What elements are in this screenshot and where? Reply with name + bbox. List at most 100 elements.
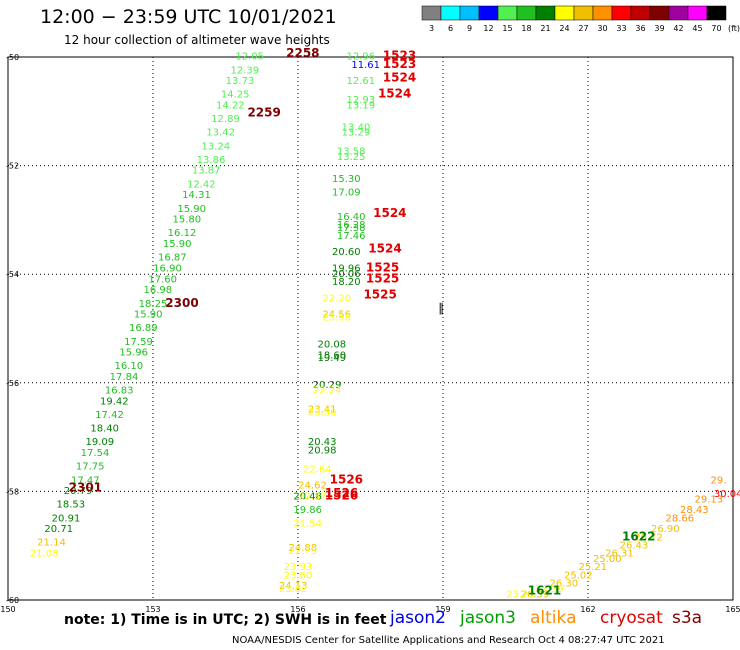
time-label: 1525 (363, 288, 396, 302)
data-point: 18.60 (318, 350, 347, 361)
y-tick-label: -54 (6, 270, 19, 279)
data-point: 23.82 (279, 584, 308, 595)
data-point: 25.00 (593, 554, 622, 565)
footer-note: note: 1) Time is in UTC; 2) SWH is in fe… (64, 612, 387, 628)
time-label: 2301 (69, 480, 102, 494)
data-point: 12.89 (211, 114, 240, 125)
data-point: 17.75 (76, 462, 105, 473)
data-point: 23.39 (535, 584, 564, 595)
track-marker: ∥ (438, 301, 444, 315)
data-point: 23.41 (308, 405, 337, 416)
colorbar-swatch (459, 5, 480, 21)
colorbar-label: 18 (521, 24, 531, 33)
data-point: 20.71 (44, 524, 73, 535)
time-label: 1526 (325, 486, 358, 500)
data-point: 17.38 (337, 223, 366, 234)
data-point: 13.40 (342, 122, 371, 133)
data-point: 17.84 (110, 372, 139, 383)
colorbar-label: 24 (559, 24, 569, 33)
data-point: 25.21 (579, 562, 608, 573)
x-tick-label: 165 (725, 605, 740, 614)
data-point: 18.53 (57, 500, 86, 511)
data-point: 30.04 (714, 489, 740, 500)
data-point: 20.98 (308, 445, 337, 456)
colorbar-swatch (516, 5, 537, 21)
data-point: 22.87 (298, 492, 327, 503)
data-point: 24.62 (298, 481, 327, 492)
data-point: 29. (711, 475, 727, 486)
colorbar-swatch (611, 5, 632, 21)
data-point: 13.58 (337, 147, 366, 158)
data-point: 18.25 (139, 299, 168, 310)
colorbar-swatch (668, 5, 689, 21)
data-point: 20.79 (64, 486, 93, 497)
colorbar-swatch (478, 5, 499, 21)
colorbar-swatch (421, 5, 442, 21)
y-tick-label: -56 (6, 379, 19, 388)
y-tick-label: -58 (6, 487, 19, 496)
data-point: 13.73 (226, 76, 255, 87)
data-point: 19.09 (86, 437, 115, 448)
time-label: 1524 (368, 241, 401, 255)
data-point: 16.40 (337, 212, 366, 223)
data-point: 16.98 (144, 285, 173, 296)
data-point: 23.58 (322, 312, 351, 323)
colorbar-label: 3 (429, 24, 434, 33)
colorbar-label: 70 (711, 24, 721, 33)
data-point: 17.42 (95, 410, 124, 421)
colorbar-label: 15 (502, 24, 512, 33)
legend-cryosat: cryosat (600, 608, 663, 628)
data-point: 19.49 (318, 353, 347, 364)
data-point: 16.12 (168, 228, 197, 239)
colorbar-swatch (535, 5, 556, 21)
data-point: 17.46 (337, 231, 366, 242)
colorbar-label: 30 (597, 24, 607, 33)
legend-altika: altika (530, 608, 577, 628)
data-point: 13.24 (202, 141, 231, 152)
data-point: 19.42 (100, 397, 129, 408)
data-point: 20.60 (332, 247, 361, 258)
colorbar-label: 45 (692, 24, 702, 33)
colorbar-label: 33 (616, 24, 626, 33)
time-label: 2259 (247, 106, 280, 120)
data-point: 15.80 (173, 215, 202, 226)
time-label: 1526 (325, 489, 358, 503)
data-point: 26.31 (605, 549, 634, 560)
time-label: 1622 (622, 529, 655, 543)
data-point: 12.05 (235, 52, 264, 63)
time-label: 1524 (373, 206, 406, 220)
data-point: 12.61 (347, 76, 376, 87)
y-tick-label: -60 (6, 596, 19, 605)
time-label: 2300 (165, 296, 198, 310)
data-point: 14.31 (182, 190, 211, 201)
colorbar-label: 6 (448, 24, 453, 33)
x-tick-label: 153 (145, 605, 160, 614)
data-point: 22.20 (322, 293, 351, 304)
data-point: 23.93 (284, 562, 313, 573)
data-point: 17.09 (332, 187, 361, 198)
data-point: 19.96 (332, 263, 361, 274)
time-label: 1523 (383, 57, 416, 71)
data-point: 15.90 (134, 310, 163, 321)
colorbar-swatch (573, 5, 594, 21)
data-point: 26.72 (634, 532, 663, 543)
time-label: 1525 (366, 260, 399, 274)
data-point: 15.30 (332, 174, 361, 185)
data-point: 20.06 (332, 269, 361, 280)
data-point: 15.90 (177, 204, 206, 215)
colorbar-swatch (440, 5, 461, 21)
data-point: 20.48 (293, 492, 322, 503)
colorbar-swatch (630, 5, 651, 21)
data-point: 13.87 (192, 166, 221, 177)
data-point: 22.24 (313, 386, 342, 397)
data-point: 13.86 (197, 155, 226, 166)
data-point: 14.25 (221, 90, 250, 101)
data-point: 20.91 (52, 513, 81, 524)
data-point: 17.59 (124, 337, 153, 348)
data-point: 17.54 (81, 448, 110, 459)
colorbar-swatch (687, 5, 708, 21)
legend-jason2: jason2 (390, 608, 446, 628)
data-point: 24.88 (289, 543, 318, 554)
data-point: 15.96 (119, 348, 148, 359)
